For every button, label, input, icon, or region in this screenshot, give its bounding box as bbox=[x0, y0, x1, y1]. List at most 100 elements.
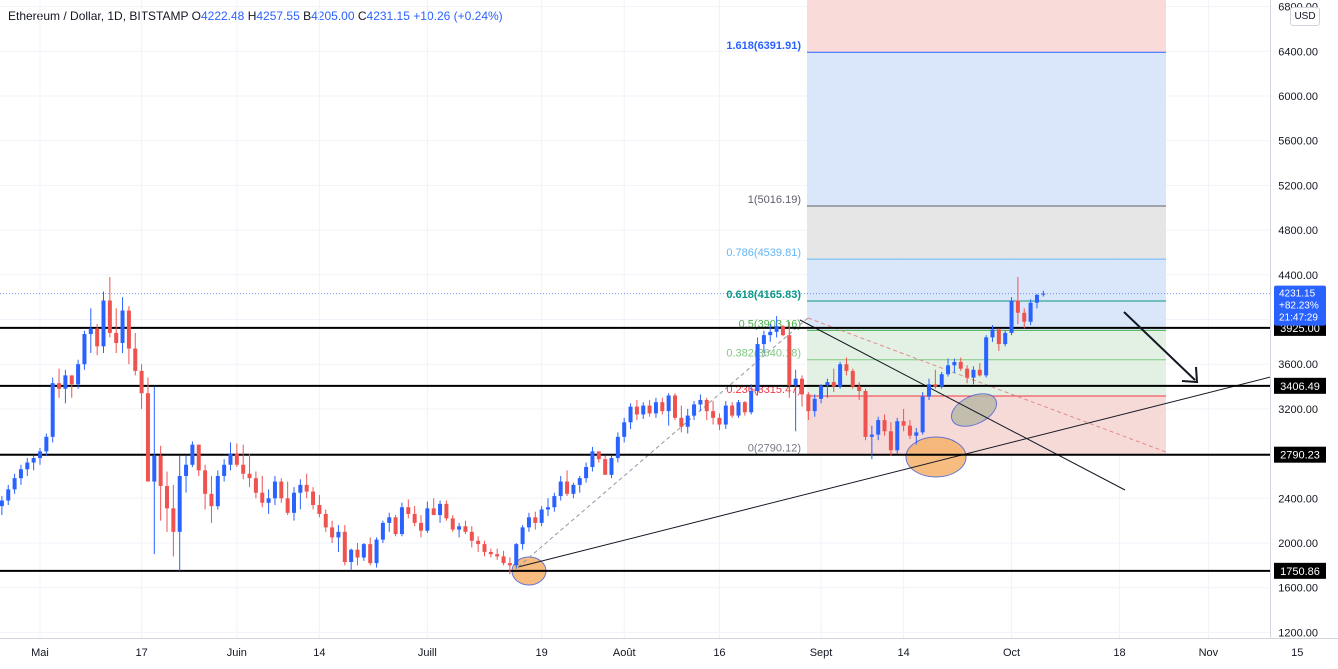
candle-body bbox=[755, 344, 760, 392]
candle bbox=[355, 543, 360, 566]
level-price-tag bbox=[1274, 562, 1326, 579]
x-tick-label: Nov bbox=[1199, 647, 1219, 659]
candle bbox=[819, 384, 824, 404]
candle-body bbox=[787, 335, 792, 386]
candle bbox=[463, 520, 468, 535]
candle bbox=[622, 417, 627, 443]
candle bbox=[615, 432, 620, 463]
candle-body bbox=[596, 451, 601, 460]
candle-body bbox=[628, 406, 633, 423]
candle bbox=[609, 455, 614, 479]
candle bbox=[888, 422, 893, 456]
candle-body bbox=[177, 475, 182, 532]
candle bbox=[196, 444, 201, 476]
candle-body bbox=[971, 369, 976, 378]
candle-body bbox=[272, 481, 277, 499]
candle bbox=[6, 484, 11, 506]
candle-body bbox=[876, 420, 881, 435]
candle-countdown: 21:47:29 bbox=[1279, 313, 1318, 324]
candle-body bbox=[749, 391, 754, 413]
y-tick-label: 5600.00 bbox=[1278, 136, 1318, 148]
candle-body bbox=[711, 411, 716, 418]
candle bbox=[18, 464, 23, 485]
candle-body bbox=[850, 370, 855, 387]
candle bbox=[44, 433, 49, 456]
candle-body bbox=[107, 300, 112, 333]
candle bbox=[590, 446, 595, 472]
candle bbox=[1022, 308, 1027, 329]
candle-body bbox=[25, 462, 30, 470]
candle bbox=[336, 525, 341, 552]
candle-body bbox=[615, 436, 620, 459]
candle-body bbox=[215, 475, 220, 507]
candle-body bbox=[406, 507, 411, 514]
candle bbox=[730, 402, 735, 418]
candle bbox=[895, 417, 900, 454]
candle bbox=[495, 548, 500, 560]
candle bbox=[1015, 277, 1020, 324]
candle-body bbox=[526, 517, 531, 528]
currency-button[interactable]: USD bbox=[1290, 7, 1320, 26]
candle bbox=[990, 325, 995, 342]
candle-body bbox=[311, 491, 316, 506]
candle-body bbox=[203, 470, 208, 494]
candle bbox=[311, 487, 316, 510]
highlight-ellipse bbox=[905, 436, 967, 478]
time-axis-bg bbox=[0, 638, 1338, 669]
candle bbox=[996, 328, 1001, 351]
candle-body bbox=[18, 469, 23, 479]
candle-body bbox=[685, 415, 690, 427]
candle-body bbox=[1015, 300, 1020, 313]
x-tick-label: Sept bbox=[810, 647, 833, 659]
x-tick-label: Mai bbox=[31, 647, 49, 659]
candle-body bbox=[126, 310, 131, 349]
candle-body bbox=[82, 334, 87, 365]
candle-body bbox=[419, 522, 423, 531]
trend-line bbox=[799, 319, 1126, 491]
candle bbox=[260, 475, 265, 508]
candle-body bbox=[520, 527, 525, 545]
candle-body bbox=[266, 498, 271, 503]
candle bbox=[755, 337, 760, 396]
candle bbox=[933, 369, 938, 389]
candle bbox=[507, 557, 512, 575]
candle bbox=[800, 375, 804, 407]
candle bbox=[412, 506, 417, 527]
candle-body bbox=[888, 431, 893, 451]
fib-zone bbox=[807, 52, 1166, 206]
candle-body bbox=[145, 393, 150, 482]
candle bbox=[482, 540, 487, 557]
candle-body bbox=[857, 386, 862, 392]
symbol-title: Ethereum / Dollar, 1D, BITSTAMP bbox=[8, 9, 189, 23]
candle bbox=[450, 515, 455, 532]
candle bbox=[901, 408, 906, 432]
y-tick-label: 4400.00 bbox=[1278, 270, 1318, 282]
candle bbox=[946, 358, 951, 377]
candle-body bbox=[228, 453, 233, 465]
candle bbox=[57, 368, 62, 398]
y-tick-label: 3200.00 bbox=[1278, 404, 1318, 416]
candle-body bbox=[869, 434, 874, 437]
candle-body bbox=[57, 383, 62, 389]
candle bbox=[698, 394, 703, 412]
candle-body bbox=[76, 364, 81, 385]
candle bbox=[285, 481, 290, 516]
candle bbox=[361, 543, 366, 561]
candle-body bbox=[450, 518, 455, 530]
candle bbox=[1041, 290, 1046, 297]
candle-body bbox=[565, 481, 570, 494]
candle bbox=[399, 502, 404, 537]
candle bbox=[406, 499, 411, 519]
candle-body bbox=[514, 544, 519, 566]
x-tick-label: Juin bbox=[227, 647, 247, 659]
candle-body bbox=[6, 489, 11, 501]
candle-body bbox=[380, 522, 385, 540]
candle-body bbox=[304, 484, 309, 492]
candle bbox=[323, 509, 328, 532]
fib-level-label: 0.618(4165.83) bbox=[726, 289, 801, 301]
open-value: 4222.48 bbox=[200, 9, 245, 23]
candle bbox=[1034, 293, 1039, 309]
y-tick-label: 2400.00 bbox=[1278, 493, 1318, 505]
y-tick-label: 1200.00 bbox=[1278, 627, 1318, 639]
